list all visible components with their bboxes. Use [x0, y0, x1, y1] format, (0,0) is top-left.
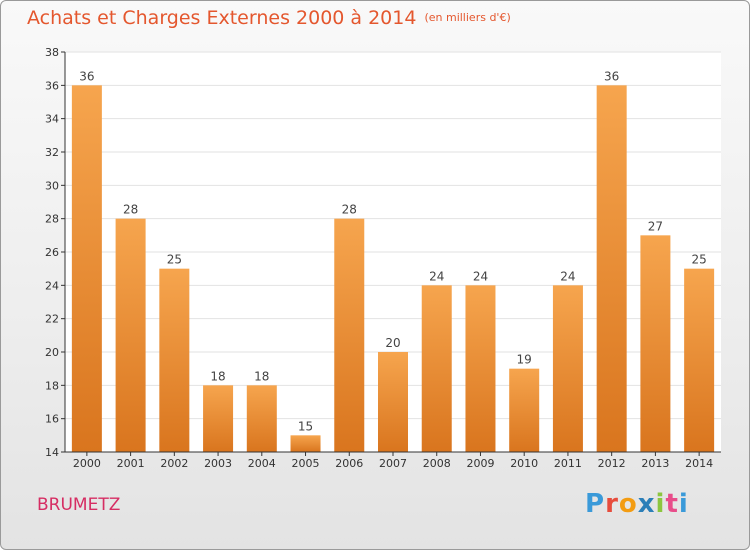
bar	[378, 352, 408, 452]
x-tick-label: 2008	[423, 457, 451, 470]
y-tick-label: 36	[45, 79, 59, 92]
y-tick-label: 30	[45, 179, 59, 192]
bar	[334, 218, 365, 452]
bar	[596, 85, 627, 452]
logo-letter: i	[678, 489, 689, 519]
location-name: BRUMETZ	[37, 495, 121, 515]
proxiti-logo: Proxiti	[585, 489, 689, 519]
data-label: 24	[560, 269, 575, 283]
x-tick-label: 2010	[510, 457, 538, 470]
data-label: 18	[210, 369, 225, 383]
logo-letter: P	[585, 489, 606, 519]
x-tick-label: 2013	[641, 457, 669, 470]
x-tick-label: 2004	[248, 457, 276, 470]
bar	[421, 285, 452, 452]
logo-letter: r	[605, 489, 619, 519]
bar	[465, 285, 496, 452]
x-tick-label: 2007	[379, 457, 407, 470]
data-label: 24	[429, 269, 444, 283]
data-label: 15	[298, 419, 313, 433]
data-label: 19	[517, 353, 532, 367]
data-label: 24	[473, 269, 488, 283]
bar	[552, 285, 583, 452]
bar	[159, 268, 190, 452]
bar	[71, 85, 102, 452]
data-label: 18	[254, 369, 269, 383]
x-tick-label: 2000	[73, 457, 101, 470]
bars	[71, 85, 715, 452]
bar	[640, 235, 671, 452]
bar	[290, 435, 321, 452]
data-label: 25	[167, 253, 182, 267]
x-tick-label: 2009	[466, 457, 494, 470]
chart-subtitle: (en milliers d'€)	[424, 11, 511, 24]
chart-title: Achats et Charges Externes 2000 à 2014 (e…	[27, 7, 511, 29]
y-tick-label: 34	[45, 113, 59, 126]
x-tick-label: 2002	[160, 457, 188, 470]
y-tick-label: 26	[45, 246, 59, 259]
data-label: 25	[691, 253, 706, 267]
x-tick-label: 2005	[292, 457, 320, 470]
data-label: 36	[79, 69, 94, 83]
bar	[203, 385, 234, 452]
data-label: 36	[604, 69, 619, 83]
x-tick-label: 2001	[117, 457, 145, 470]
y-tick-label: 14	[45, 446, 59, 459]
logo-letter: i	[655, 489, 666, 519]
bar	[509, 368, 540, 452]
logo-letter: x	[637, 489, 656, 519]
data-label: 20	[385, 336, 400, 350]
x-tick-label: 2014	[685, 457, 713, 470]
y-tick-label: 38	[45, 46, 59, 59]
logo-letter: o	[618, 489, 638, 519]
axes: 14 16 18 20 22 24 26 28 30 32 34 36 38 2000 2001 2002 20…	[45, 46, 721, 470]
data-label: 27	[648, 219, 663, 233]
y-tick-label: 20	[45, 346, 59, 359]
y-tick-label: 16	[45, 413, 59, 426]
data-label: 28	[342, 203, 357, 217]
x-tick-label: 2003	[204, 457, 232, 470]
y-tick-label: 24	[45, 279, 59, 292]
bar	[115, 218, 146, 452]
data-label: 28	[123, 203, 138, 217]
y-tick-label: 32	[45, 146, 59, 159]
y-tick-label: 18	[45, 379, 59, 392]
x-tick-label: 2006	[335, 457, 363, 470]
bar	[246, 385, 277, 452]
y-tick-label: 22	[45, 313, 59, 326]
y-tick-label: 28	[45, 213, 59, 226]
data-labels: 36 28 25 18 18 15 28 20 24 24 19 24 36 27 25	[79, 69, 707, 433]
bar	[684, 268, 715, 452]
chart-title-text: Achats et Charges Externes 2000 à 2014	[27, 7, 417, 29]
logo-letter: t	[665, 489, 679, 519]
x-tick-label: 2012	[598, 457, 626, 470]
x-tick-label: 2011	[554, 457, 582, 470]
